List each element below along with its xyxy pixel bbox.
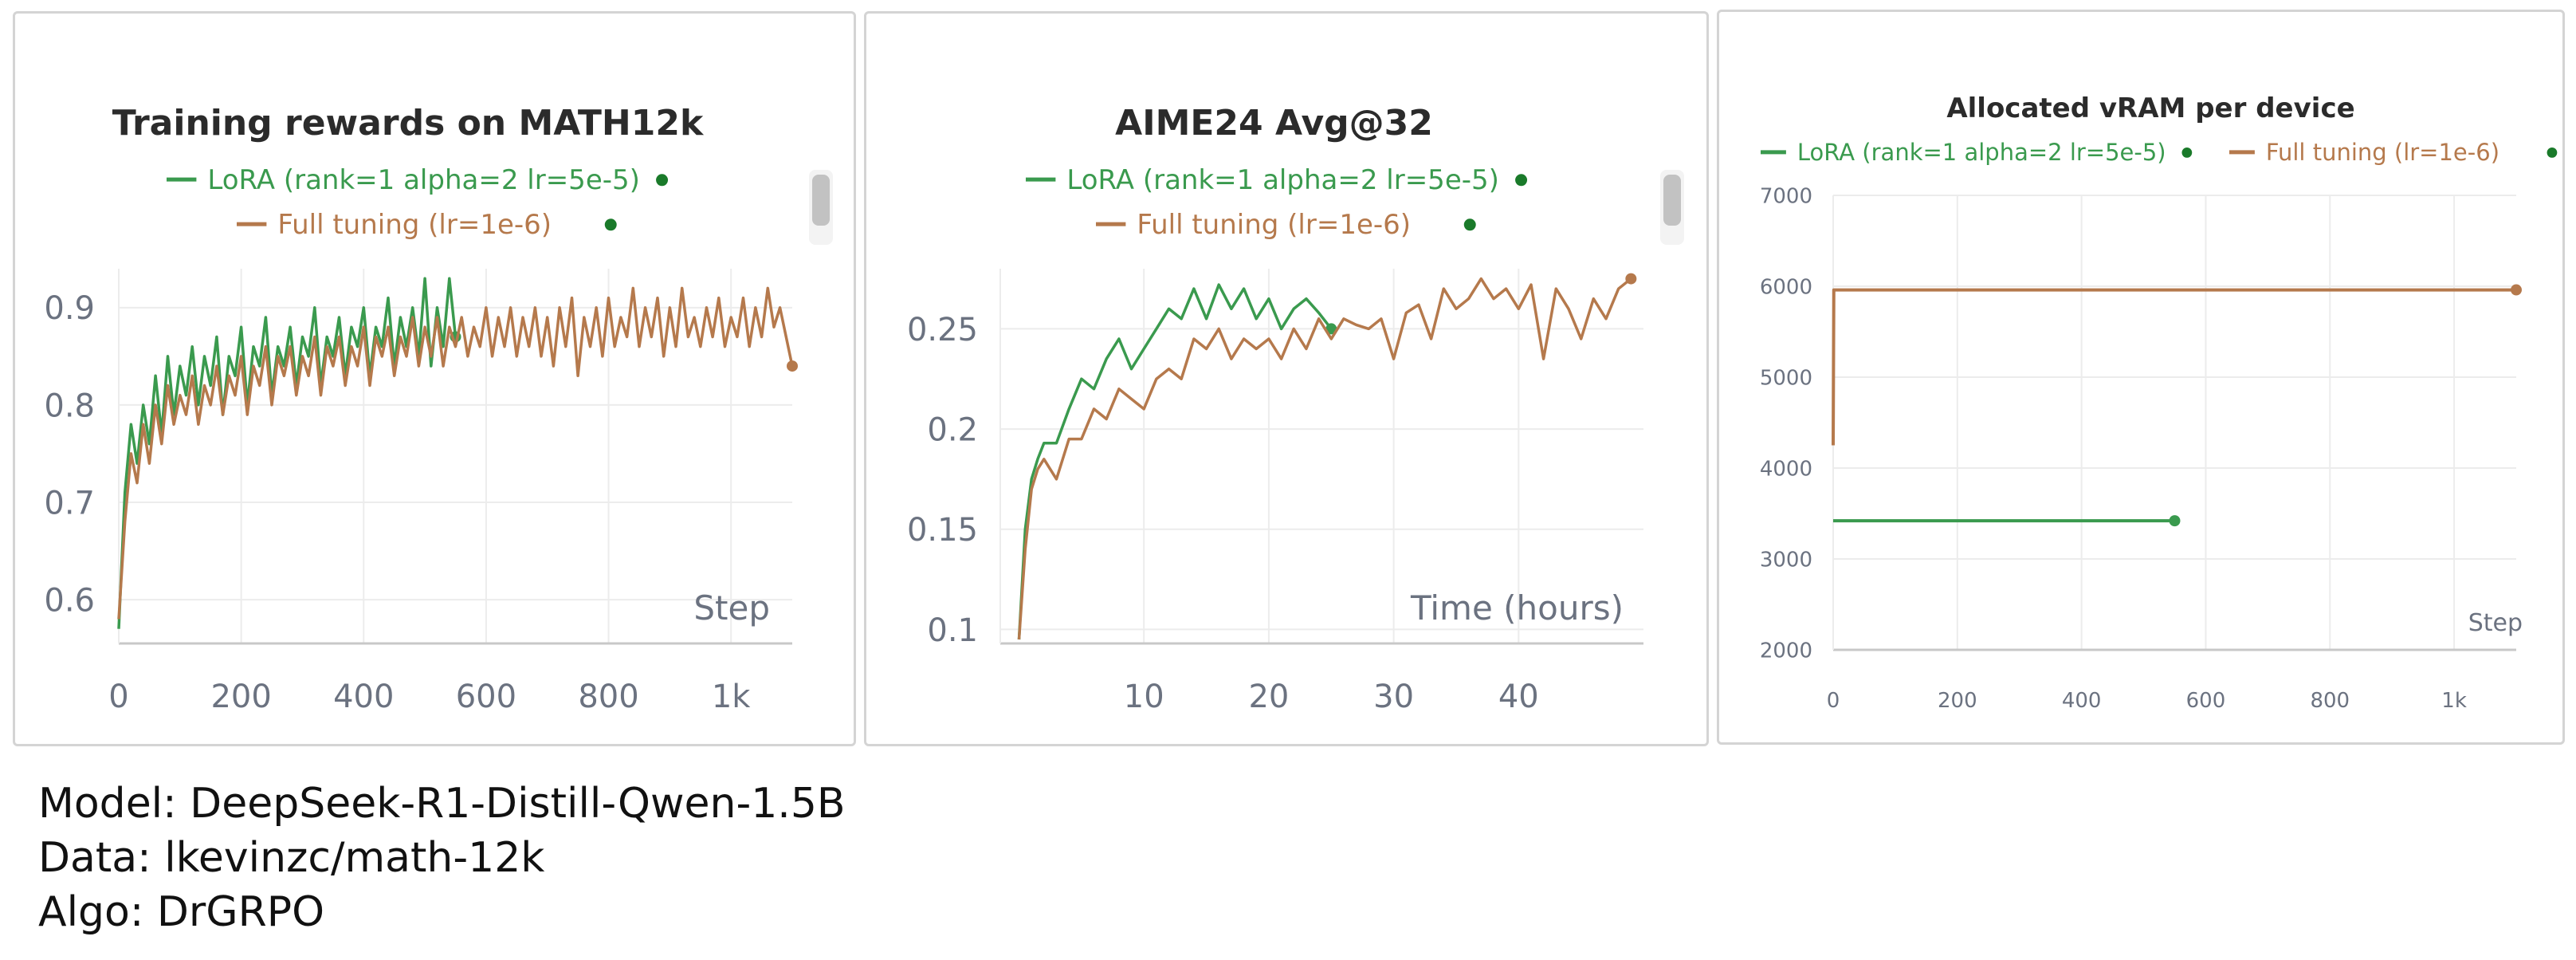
chart-title: AIME24 Avg@32	[1115, 103, 1433, 144]
legend-status-dot-full-tuning	[2547, 148, 2558, 158]
y-tick-label: 0.8	[44, 388, 95, 424]
y-tick-label: 0.2	[927, 411, 978, 448]
y-tick-label: 0.1	[927, 612, 978, 649]
y-tick-label: 0.15	[907, 512, 978, 549]
legend-status-dot-lora	[656, 174, 669, 187]
y-tick-label: 0.9	[44, 290, 95, 327]
x-tick-label: 40	[1498, 679, 1539, 715]
chart-aime24: 10 20 30 40 0.1 0.15 0.2 0.25 Time (hours) AIME24…	[907, 103, 1684, 715]
legend-scrollbar-thumb	[812, 175, 830, 226]
legend-status-dot-full-tuning	[1463, 218, 1476, 231]
y-tick-label: 4000	[1760, 457, 1812, 481]
y-tick-label: 0.7	[44, 485, 95, 521]
legend-status-dot-full-tuning	[604, 218, 617, 231]
series-end-point-lora	[2169, 515, 2181, 527]
x-tick-label: 400	[333, 679, 394, 715]
caption-algo: Algo: DrGRPO	[38, 888, 325, 936]
x-axis-label: Step	[2468, 609, 2523, 637]
legend-label-lora: LoRA (rank=1 alpha=2 lr=5e-5)	[1797, 139, 2166, 166]
legend-status-dot-lora	[1515, 174, 1528, 187]
legend-label-full-tuning: Full tuning (lr=1e-6)	[277, 209, 552, 241]
series-end-point-full-tuning	[2511, 284, 2522, 296]
y-tick-label: 0.6	[44, 582, 95, 619]
x-tick-label: 800	[578, 679, 638, 715]
chart-panel-vram: 0 200 400 600 800 1k 2000 3000 4000 5000 6000 7000 S…	[1717, 10, 2565, 745]
y-tick-label: 5000	[1760, 366, 1812, 390]
series-line-full-tuning	[1832, 288, 2516, 446]
chart-title: Allocated vRAM per device	[1946, 92, 2354, 124]
chart-training-rewards: 0 200 400 600 800 1k 0.6 0.7 0.8 0.9 Step Training …	[44, 103, 833, 715]
legend-status-dot-lora	[2181, 148, 2193, 158]
x-tick-label: 600	[2186, 689, 2226, 713]
x-tick-label: 1k	[712, 679, 751, 715]
x-tick-label: 800	[2310, 689, 2350, 713]
x-tick-label: 0	[108, 679, 128, 715]
caption-model: Model: DeepSeek-R1-Distill-Qwen-1.5B	[38, 780, 846, 828]
x-axis-label: Step	[693, 588, 770, 628]
legend-label-lora: LoRA (rank=1 alpha=2 lr=5e-5)	[1066, 164, 1499, 196]
series-end-point-full-tuning	[1625, 273, 1637, 285]
y-tick-label: 7000	[1760, 184, 1812, 208]
legend-label-full-tuning: Full tuning (lr=1e-6)	[2266, 139, 2499, 166]
caption-data: Data: lkevinzc/math-12k	[38, 834, 545, 882]
chart-panel-training-rewards: 0 200 400 600 800 1k 0.6 0.7 0.8 0.9 Step Training …	[13, 11, 856, 746]
y-tick-label: 3000	[1760, 548, 1812, 572]
series-line-lora	[1017, 283, 1333, 640]
x-tick-label: 20	[1248, 679, 1289, 715]
chart-vram: 0 200 400 600 800 1k 2000 3000 4000 5000 6000 7000 S…	[1760, 92, 2558, 713]
series-line-full-tuning	[1017, 277, 1632, 640]
legend-scrollbar-thumb	[1663, 175, 1681, 226]
y-tick-label: 0.25	[907, 312, 978, 348]
series-end-point-lora	[1325, 323, 1337, 335]
chart-title: Training rewards on MATH12k	[112, 103, 705, 144]
x-tick-label: 10	[1124, 679, 1164, 715]
series-end-point-full-tuning	[787, 360, 798, 372]
x-tick-label: 600	[456, 679, 516, 715]
x-tick-label: 1k	[2441, 689, 2467, 713]
legend-label-lora: LoRA (rank=1 alpha=2 lr=5e-5)	[207, 164, 640, 196]
chart-panel-aime24: 10 20 30 40 0.1 0.15 0.2 0.25 Time (hours) AIME24…	[864, 11, 1709, 746]
x-tick-label: 0	[1827, 689, 1840, 713]
x-tick-label: 200	[210, 679, 271, 715]
y-tick-label: 2000	[1760, 639, 1812, 663]
y-tick-label: 6000	[1760, 275, 1812, 299]
series-line-full-tuning	[117, 286, 794, 620]
x-tick-label: 400	[2062, 689, 2102, 713]
legend-label-full-tuning: Full tuning (lr=1e-6)	[1137, 209, 1411, 241]
series-line-lora	[117, 277, 457, 629]
x-axis-label: Time (hours)	[1410, 588, 1624, 628]
x-tick-label: 30	[1373, 679, 1414, 715]
x-tick-label: 200	[1938, 689, 1977, 713]
